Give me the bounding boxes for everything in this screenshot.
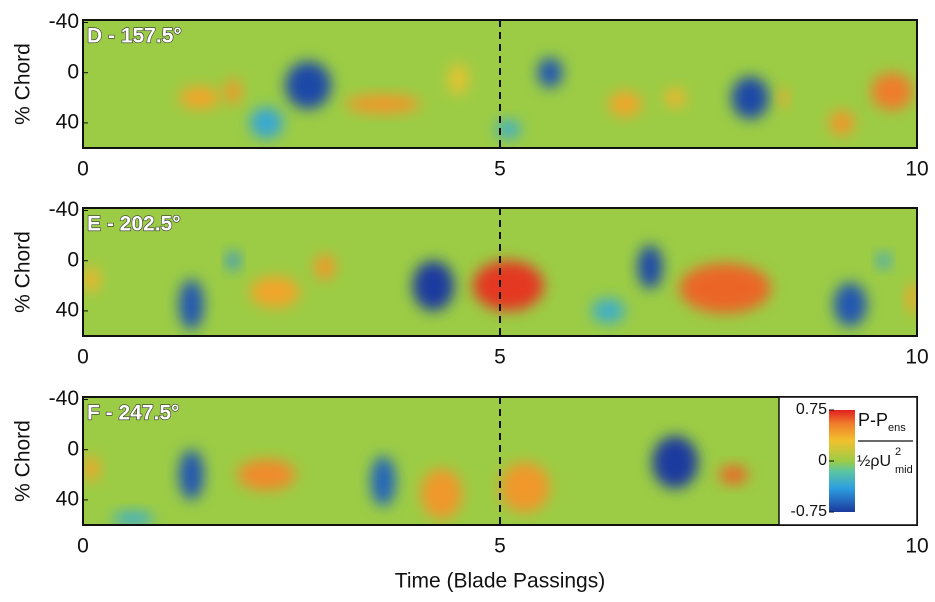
heatmap: [83, 208, 917, 336]
heat-blob: [500, 462, 551, 513]
y-tick-label: 40: [56, 298, 79, 321]
heat-blob: [608, 91, 642, 117]
heat-blob: [447, 63, 469, 95]
heatmap: [83, 20, 917, 148]
colorbar-tick-label: 0: [818, 452, 827, 469]
heat-blob: [345, 94, 421, 114]
heat-blob: [829, 110, 855, 136]
colorbar-label-sup: 2: [895, 446, 901, 458]
x-tick-label: 10: [905, 346, 928, 369]
heat-blob: [178, 449, 204, 500]
heat-blob: [871, 72, 913, 111]
y-tick-label: 40: [56, 110, 79, 133]
x-tick-label: 5: [494, 346, 506, 369]
y-axis-label: % Chord: [12, 43, 35, 125]
y-axis-label: % Chord: [12, 231, 35, 313]
heat-blob: [778, 88, 789, 108]
colorbar-tick-label: -0.75: [791, 503, 828, 520]
y-tick-label: 40: [56, 487, 79, 510]
colorbar-tick-label: 0.75: [796, 401, 827, 418]
heat-blob: [249, 276, 300, 308]
colorbar-label-denominator: ½ρU: [857, 453, 891, 470]
heat-blob: [833, 282, 867, 327]
y-tick-label: -40: [49, 10, 79, 33]
y-tick-label: 0: [67, 248, 79, 271]
x-axis-label: Time (Blade Passings): [395, 570, 605, 593]
panel-title: F - 247.5°: [87, 402, 179, 425]
x-tick-label: 5: [494, 158, 506, 181]
heat-blob: [637, 245, 663, 289]
heat-blob: [906, 282, 917, 315]
heat-blob: [664, 88, 686, 108]
heat-blob: [731, 76, 769, 120]
heat-blob: [178, 279, 204, 330]
x-tick-label: 0: [77, 346, 89, 369]
heat-blob: [83, 266, 100, 293]
y-axis-label: % Chord: [12, 420, 35, 502]
heat-blob: [420, 468, 463, 519]
x-tick-label: 0: [77, 535, 89, 558]
heat-blob: [718, 465, 749, 485]
panel-title: D - 157.5°: [87, 25, 182, 48]
heat-blob: [314, 254, 336, 280]
heat-blob: [237, 459, 296, 491]
heat-blob: [249, 107, 284, 139]
heat-blob: [224, 78, 242, 105]
heat-blob: [178, 86, 221, 110]
colorbar-label-sub: mid: [895, 464, 913, 476]
heat-blob: [652, 435, 699, 489]
heat-blob: [877, 253, 890, 269]
heat-blob: [370, 455, 396, 507]
heat-blob: [112, 511, 154, 525]
heat-blob: [495, 119, 521, 139]
y-tick-label: 0: [67, 437, 79, 460]
heat-blob: [472, 260, 544, 311]
x-tick-label: 10: [905, 535, 928, 558]
x-tick-label: 0: [77, 158, 89, 181]
colorbar-label-numerator: P-P: [858, 410, 888, 430]
heat-blob: [412, 260, 455, 311]
heat-blob: [679, 263, 772, 314]
y-tick-label: -40: [49, 198, 79, 221]
heat-blob: [537, 57, 563, 88]
panel-title: E - 202.5°: [87, 213, 181, 236]
colorbar-label-sub: ens: [888, 422, 906, 434]
heat-blob: [83, 455, 100, 482]
heat-blob: [591, 298, 626, 324]
heat-blob: [226, 251, 240, 271]
heat-blob: [285, 61, 332, 110]
x-tick-label: 5: [494, 535, 506, 558]
y-tick-label: 0: [67, 60, 79, 83]
y-tick-label: -40: [49, 387, 79, 410]
x-tick-label: 10: [905, 158, 928, 181]
